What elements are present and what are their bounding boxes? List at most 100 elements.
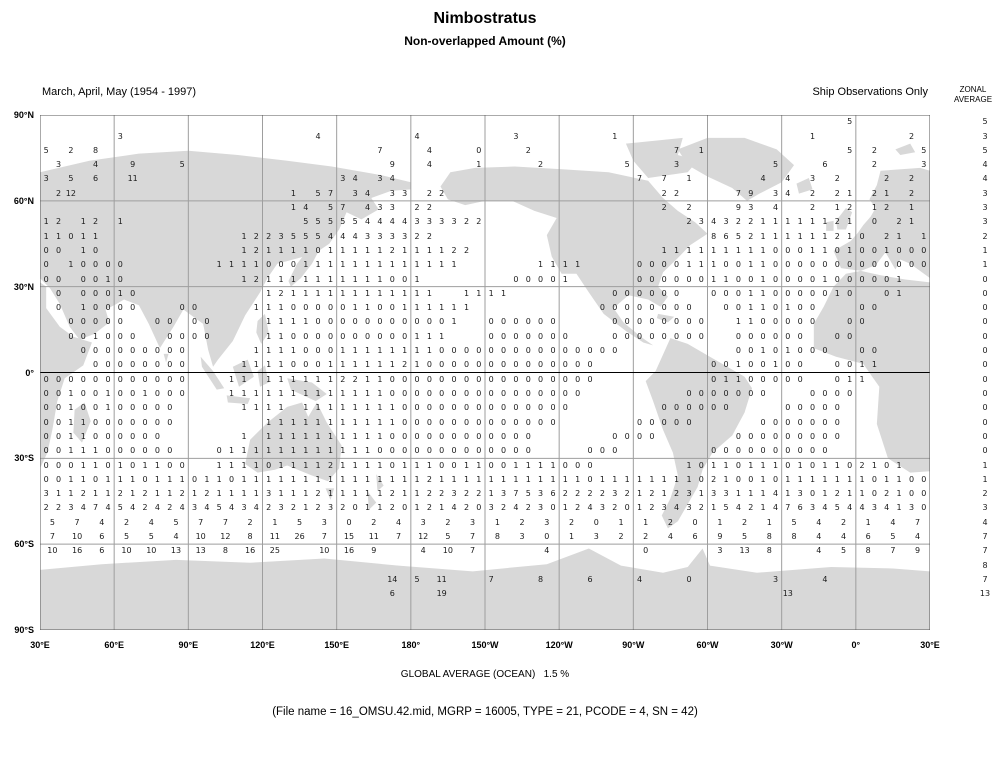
grid-value: 0: [439, 346, 445, 355]
grid-value: 0: [550, 417, 556, 427]
grid-value: 0: [43, 274, 49, 284]
grid-value: 0: [748, 474, 754, 484]
grid-value: 1: [414, 303, 420, 313]
grid-value: 0: [93, 317, 99, 327]
grid-value: 1: [426, 460, 432, 470]
grid-value: 2: [884, 489, 890, 499]
grid-value: 1: [327, 274, 334, 284]
grid-value: 0: [488, 374, 494, 384]
grid-value: 1: [80, 460, 86, 470]
zonal-value: 0: [982, 346, 988, 355]
grid-value: 8: [766, 532, 772, 541]
grid-value: 0: [921, 489, 927, 499]
grid-value: 1: [439, 331, 445, 341]
grid-value: 0: [674, 331, 680, 341]
grid-value: 1: [278, 274, 284, 284]
grid-value: 2: [748, 217, 754, 227]
landmass-sumatra: [200, 356, 225, 390]
grid-value: 1: [760, 503, 766, 513]
grid-value: 0: [859, 346, 865, 355]
grid-value: 1: [389, 360, 395, 370]
grid-value: 0: [105, 374, 111, 384]
grid-value: 1: [272, 517, 278, 527]
grid-value: 0: [822, 288, 828, 298]
grid-value: 0: [513, 389, 519, 398]
grid-value: 0: [179, 360, 185, 370]
grid-value: 0: [636, 317, 643, 327]
grid-value: 1: [315, 389, 321, 398]
grid-value: 2: [142, 503, 148, 513]
grid-value: 0: [229, 474, 235, 484]
grid-value: 0: [327, 331, 334, 341]
grid-value: 11: [269, 532, 280, 541]
grid-value: 1: [760, 474, 766, 484]
grid-value: 2: [290, 503, 296, 513]
grid-value: 1: [241, 446, 247, 456]
grid-value: 0: [167, 403, 173, 413]
grid-value: 1: [303, 288, 309, 298]
grid-value: 1: [303, 503, 309, 513]
grid-value: 0: [451, 403, 457, 413]
grid-value: 1: [748, 489, 754, 499]
grid-value: 1: [797, 474, 803, 484]
grid-value: 1: [68, 260, 74, 270]
grid-value: 3: [365, 231, 371, 241]
grid-value: 4: [352, 174, 358, 184]
grid-value: 14: [387, 574, 398, 584]
grid-value: 0: [785, 403, 791, 413]
grid-value: 0: [402, 389, 408, 398]
grid-value: 0: [735, 460, 741, 470]
grid-value: 5: [216, 503, 222, 513]
grid-value: 0: [303, 331, 309, 341]
grid-value: 0: [624, 503, 630, 513]
grid-value: 0: [550, 331, 556, 341]
grid-value: 0: [315, 317, 321, 327]
grid-value: 0: [908, 489, 915, 499]
grid-value: 1: [414, 260, 420, 270]
grid-value: 1: [377, 417, 383, 427]
grid-value: 2: [340, 374, 346, 384]
grid-value: 0: [760, 446, 766, 456]
grid-value: 0: [389, 431, 395, 441]
grid-value: 2: [884, 231, 890, 241]
grid-value: 0: [500, 317, 507, 327]
grid-value: 1: [414, 474, 420, 484]
grid-value: 0: [439, 317, 445, 327]
grid-value: 0: [389, 317, 395, 327]
grid-value: 2: [871, 188, 877, 198]
grid-value: 1: [105, 274, 111, 284]
grid-value: 1: [266, 317, 272, 327]
grid-value: 0: [649, 260, 655, 270]
grid-value: 2: [426, 188, 432, 198]
grid-value: 2: [463, 245, 470, 255]
grid-value: 0: [797, 374, 803, 384]
grid-value: 0: [43, 260, 49, 270]
lat-axis-label: 90°N: [13, 110, 34, 120]
grid-value: 0: [167, 317, 173, 327]
grid-value: 1: [760, 346, 766, 355]
grid-value: 0: [674, 260, 680, 270]
lon-axis-label: 150°W: [471, 640, 499, 650]
grid-value: 0: [686, 303, 692, 313]
grid-value: 1: [414, 503, 420, 513]
grid-value: 1: [241, 403, 247, 413]
grid-value: 1: [278, 346, 284, 355]
grid-value: 0: [661, 331, 667, 341]
grid-value: 0: [414, 403, 420, 413]
grid-value: 2: [871, 145, 877, 155]
grid-value: 6: [99, 546, 105, 556]
grid-value: 1: [636, 503, 643, 513]
grid-value: 3: [266, 489, 272, 499]
grid-value: 1: [513, 460, 519, 470]
grid-value: 0: [797, 417, 803, 427]
grid-value: 1: [229, 389, 235, 398]
grid-value: 4: [667, 532, 673, 541]
grid-value: 1: [204, 474, 210, 484]
landmass-africa-west: [813, 270, 930, 473]
grid-value: 1: [253, 389, 259, 398]
grid-value: 0: [142, 474, 148, 484]
grid-value: 0: [93, 303, 99, 313]
zonal-value: 7: [982, 532, 988, 541]
grid-value: 4: [229, 503, 235, 513]
landmass-new-zealand-south: [367, 491, 377, 510]
